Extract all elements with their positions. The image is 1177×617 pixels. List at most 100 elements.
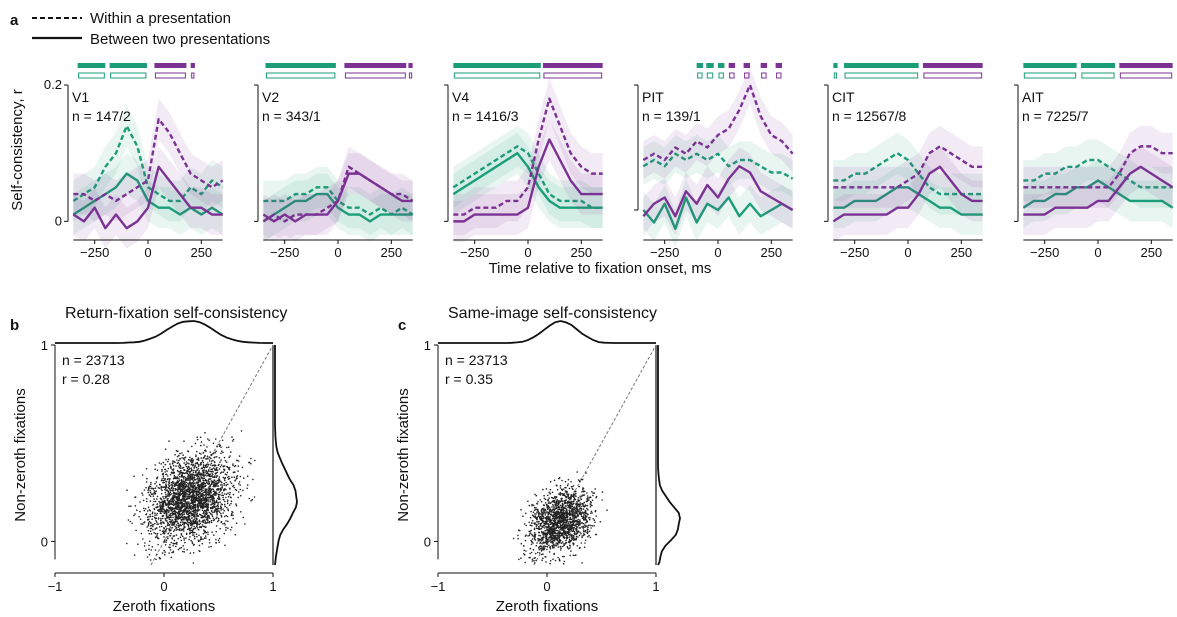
- scatter-point: [159, 505, 161, 508]
- scatter-point: [166, 495, 168, 498]
- scatter-point: [580, 515, 583, 517]
- scatter-point: [194, 466, 196, 468]
- x-tick-label: −250: [650, 245, 679, 260]
- scatter-point: [522, 545, 525, 547]
- scatter-point: [553, 547, 555, 549]
- scatter-point: [541, 537, 544, 539]
- scatter-point: [537, 522, 540, 525]
- scatter-point: [543, 523, 545, 525]
- ci-band-nonzeroth-between: [263, 153, 413, 242]
- scatter-point: [169, 530, 171, 532]
- scatter-point: [173, 485, 176, 488]
- scatter-point: [196, 477, 199, 479]
- scatter-point: [525, 512, 527, 515]
- scatter-point: [168, 502, 171, 504]
- scatter-point: [553, 537, 555, 540]
- scatter-point: [192, 528, 194, 531]
- scatter-point: [195, 522, 198, 525]
- scatter-point: [561, 555, 564, 558]
- scatter-point: [191, 486, 193, 489]
- scatter-point: [176, 469, 179, 472]
- scatter-point: [170, 472, 173, 474]
- scatter-point: [227, 509, 230, 512]
- scatter-point: [229, 488, 231, 490]
- scatter-point: [169, 494, 171, 497]
- n-label: n = 7225/7: [1022, 108, 1089, 124]
- scatter-point: [227, 495, 230, 498]
- scatter-point: [165, 485, 168, 487]
- scatter-point: [201, 492, 203, 495]
- scatter-point: [559, 545, 562, 548]
- scatter-point: [187, 478, 189, 481]
- ci-band-nonzeroth-between: [1023, 146, 1173, 235]
- panel-letter-a: a: [10, 12, 19, 29]
- scatter-point: [211, 498, 213, 501]
- scatter-point: [179, 465, 182, 468]
- scatter-point: [199, 464, 202, 466]
- scatter-point: [182, 486, 184, 489]
- scatter-point: [217, 493, 220, 496]
- scatter-point: [143, 545, 146, 547]
- significance-bar: [1023, 63, 1077, 68]
- scatter-point: [139, 510, 141, 513]
- scatter-point: [593, 524, 595, 527]
- scatter-point: [568, 533, 570, 536]
- scatter-point: [153, 532, 155, 534]
- scatter-point: [185, 472, 187, 474]
- scatter-point: [220, 489, 223, 491]
- scatter-point: [560, 547, 562, 550]
- scatter-point: [544, 508, 547, 511]
- scatter-point: [537, 515, 540, 517]
- scatter-point: [210, 492, 213, 494]
- scatter-point: [546, 538, 549, 541]
- scatter-point: [148, 515, 150, 518]
- scatter-point: [161, 521, 164, 523]
- scatter-point: [188, 463, 190, 465]
- scatter-point: [580, 505, 582, 508]
- scatter-point: [233, 486, 236, 489]
- scatter-point: [162, 510, 164, 513]
- scatter-point: [587, 531, 589, 534]
- x-tick-label: 0: [714, 245, 721, 260]
- scatter-point: [584, 514, 587, 517]
- scatter-point: [190, 498, 193, 501]
- scatter-point: [564, 494, 566, 497]
- scatter-point: [175, 545, 177, 548]
- scatter-point: [177, 487, 180, 489]
- scatter-point: [568, 518, 571, 521]
- scatter-point: [153, 492, 155, 495]
- scatter-point: [566, 512, 569, 515]
- scatter-point: [189, 475, 191, 477]
- scatter-point: [147, 489, 149, 492]
- scatter-point: [164, 488, 166, 491]
- scatter-point: [548, 511, 550, 514]
- scatter-point: [583, 513, 585, 516]
- scatter-point: [185, 522, 187, 524]
- scatter-point: [575, 523, 577, 525]
- scatter-point: [554, 532, 557, 534]
- scatter-point: [569, 505, 572, 507]
- significance-bar: [190, 63, 195, 68]
- scatter-point: [179, 457, 181, 460]
- scatter-point: [229, 481, 232, 483]
- scatter-point: [166, 499, 169, 502]
- scatter-point: [170, 493, 173, 495]
- scatter-point: [564, 507, 567, 510]
- scatter-point: [212, 482, 215, 484]
- scatter-point: [545, 535, 547, 538]
- scatter-point: [535, 494, 538, 497]
- scatter-point: [170, 516, 172, 519]
- scatter-point: [161, 478, 163, 480]
- scatter-point: [576, 530, 578, 533]
- scatter-point: [210, 519, 213, 522]
- scatter-point: [174, 518, 176, 521]
- scatter-point: [543, 512, 545, 514]
- scatter-point: [578, 534, 581, 537]
- scatter-point: [210, 509, 213, 512]
- scatter-point: [572, 485, 575, 487]
- scatter-point: [552, 511, 555, 514]
- scatter-point: [210, 489, 212, 492]
- scatter-point: [179, 479, 181, 482]
- ci-band-zeroth-between: [643, 178, 793, 248]
- scatter-point: [202, 471, 205, 474]
